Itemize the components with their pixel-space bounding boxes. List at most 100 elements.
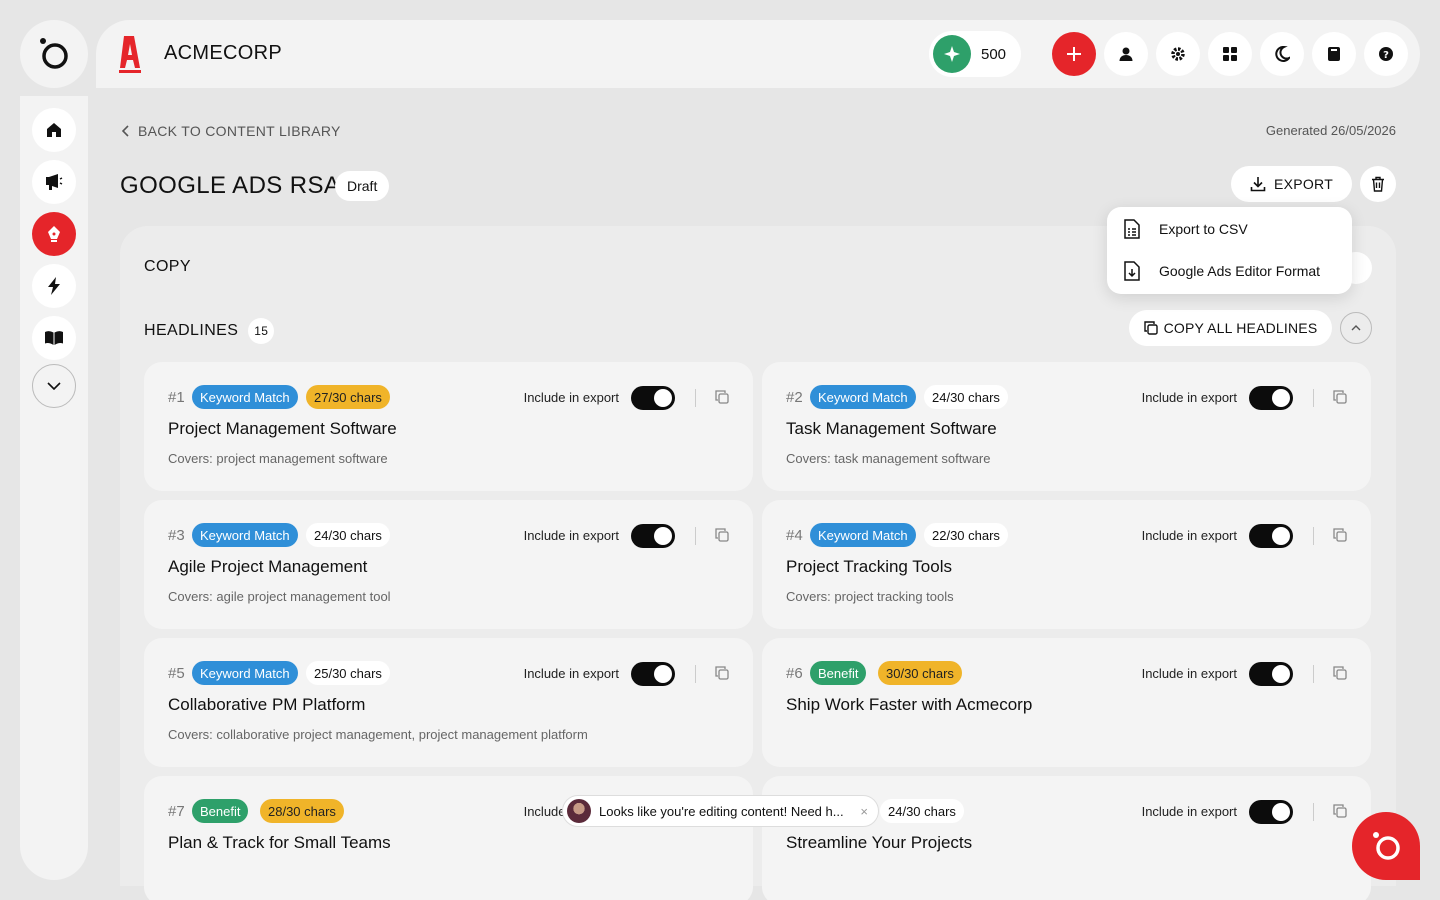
generated-date: Generated 26/05/2026 (1265, 123, 1396, 138)
divider (695, 389, 696, 407)
headline-card: #6 Benefit 30/30 chars Include in export Shi… (762, 638, 1371, 767)
include-in-export-label: Include in export (1141, 804, 1237, 819)
apps-button[interactable] (1208, 32, 1252, 76)
include-in-export-toggle[interactable] (1249, 662, 1293, 686)
sidebar-item-automations[interactable] (32, 264, 76, 308)
book-open-icon (45, 331, 63, 345)
include-in-export-toggle[interactable] (631, 524, 675, 548)
dark-mode-button[interactable] (1260, 32, 1304, 76)
app-logo-icon (40, 38, 68, 69)
char-count-badge: 22/30 chars (924, 523, 1008, 547)
include-in-export-label: Include in export (1141, 390, 1237, 405)
pen-nib-icon (48, 226, 60, 242)
copy-headline-button[interactable] (1333, 804, 1349, 820)
include-in-export-toggle[interactable] (1249, 524, 1293, 548)
sidebar-item-content[interactable] (32, 212, 76, 256)
svg-text:?: ? (1383, 50, 1389, 61)
headline-card: #3 Keyword Match 24/30 chars Include in exp… (144, 500, 753, 629)
assistant-fab[interactable] (1352, 812, 1420, 880)
copy-icon (1333, 804, 1347, 818)
app-logo[interactable] (20, 20, 88, 88)
sidebar-item-library[interactable] (32, 316, 76, 360)
divider (695, 665, 696, 683)
headline-type-tag: Benefit (810, 661, 867, 685)
copy-all-headlines-button[interactable]: COPY ALL HEADLINES (1129, 310, 1332, 346)
settings-button[interactable] (1156, 32, 1200, 76)
include-in-export-label: Include in export (523, 666, 619, 681)
megaphone-icon (46, 174, 63, 190)
include-in-export-toggle[interactable] (1249, 800, 1293, 824)
char-count-badge: 27/30 chars (306, 385, 390, 409)
sidebar-item-campaigns[interactable] (32, 160, 76, 204)
chevron-down-icon (47, 382, 61, 390)
copy-headline-button[interactable] (715, 666, 731, 682)
file-download-icon (1124, 261, 1140, 281)
headline-covers: Covers: project tracking tools (786, 589, 954, 604)
gear-icon (1171, 47, 1185, 61)
back-link[interactable]: BACK TO CONTENT LIBRARY (122, 123, 341, 139)
copy-headline-button[interactable] (715, 528, 731, 544)
export-to-csv-item[interactable]: Export to CSV (1123, 219, 1248, 239)
moon-icon (1275, 46, 1290, 62)
profile-button[interactable] (1104, 32, 1148, 76)
divider (1313, 389, 1314, 407)
copy-headline-button[interactable] (715, 390, 731, 406)
include-in-export-toggle[interactable] (631, 662, 675, 686)
char-count-badge: 24/30 chars (880, 799, 964, 823)
include-in-export-toggle[interactable] (631, 386, 675, 410)
headline-covers: Covers: collaborative project management… (168, 727, 588, 742)
headline-text: Project Tracking Tools (786, 557, 952, 576)
char-count-badge: 28/30 chars (260, 799, 344, 823)
headline-type-tag: Keyword Match (192, 385, 298, 409)
sidebar-expand-button[interactable] (32, 364, 76, 408)
copy-headline-button[interactable] (1333, 528, 1349, 544)
bolt-icon (48, 277, 60, 295)
copy-icon (1333, 390, 1347, 404)
include-in-export-toggle[interactable] (1249, 386, 1293, 410)
credits-counter[interactable]: 500 (929, 31, 1021, 77)
headline-text: Task Management Software (786, 419, 997, 438)
headline-text: Collaborative PM Platform (168, 695, 366, 714)
headline-covers: Covers: project management software (168, 451, 388, 466)
plus-icon (1067, 47, 1081, 61)
copy-icon (1143, 321, 1158, 335)
headline-number: #5 (168, 665, 185, 682)
book-icon (1328, 47, 1340, 61)
assistant-logo-icon (1373, 832, 1400, 860)
collapse-headlines-button[interactable] (1340, 312, 1372, 344)
docs-button[interactable] (1312, 32, 1356, 76)
copy-headline-button[interactable] (1333, 666, 1349, 682)
copy-icon (715, 666, 729, 680)
headline-text: Ship Work Faster with Acmecorp (786, 695, 1033, 714)
headline-text: Streamline Your Projects (786, 833, 973, 852)
csv-file-icon (1124, 219, 1140, 239)
help-button[interactable]: ? (1364, 32, 1408, 76)
copy-icon (1333, 666, 1347, 680)
include-in-export-label: Include in export (523, 528, 619, 543)
google-ads-editor-item[interactable]: Google Ads Editor Format (1123, 261, 1320, 281)
create-new-button[interactable] (1052, 32, 1096, 76)
headline-card: #5 Keyword Match 25/30 chars Include in exp… (144, 638, 753, 767)
status-badge: Draft (335, 171, 390, 201)
copy-heading: COPY (144, 258, 191, 275)
headline-text: Plan & Track for Small Teams (168, 833, 391, 852)
headline-text: Agile Project Management (168, 557, 368, 576)
copy-all-headlines-label: COPY ALL HEADLINES (1163, 320, 1318, 336)
copy-headline-button[interactable] (1333, 390, 1349, 406)
export-button[interactable]: EXPORT (1231, 166, 1352, 202)
headline-number: #7 (168, 803, 185, 820)
export-to-csv-label: Export to CSV (1159, 221, 1248, 237)
copy-icon (715, 528, 729, 542)
assistant-toast[interactable]: Looks like you're editing content! Need … (562, 795, 879, 827)
delete-button[interactable] (1360, 166, 1396, 202)
headline-type-tag: Keyword Match (192, 523, 298, 547)
headlines-heading: HEADLINES 15 (144, 318, 275, 344)
include-in-export-label: Include in export (523, 390, 619, 405)
headline-card: #2 Keyword Match 24/30 chars Include in exp… (762, 362, 1371, 491)
headline-text: Project Management Software (168, 419, 397, 438)
headline-number: #2 (786, 389, 803, 406)
brand-logo (118, 34, 142, 74)
assistant-avatar (567, 799, 591, 823)
close-icon[interactable]: × (860, 804, 868, 819)
sidebar-item-home[interactable] (32, 108, 76, 152)
